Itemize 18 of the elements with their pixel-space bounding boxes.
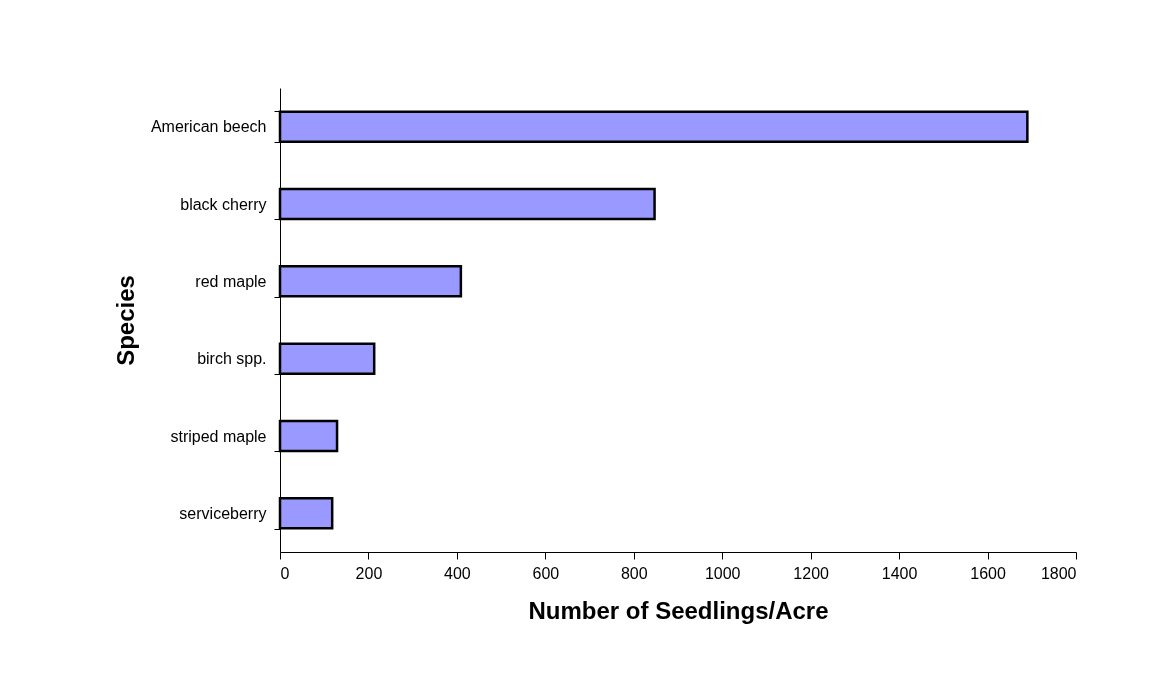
x-tick-label: 1600 — [970, 564, 1006, 582]
x-tick-label: 1400 — [881, 564, 918, 582]
y-tick-label: black cherry — [180, 195, 267, 213]
x-tick-label: 0 — [280, 564, 290, 582]
y-tick-label: American beech — [150, 118, 267, 136]
x-tick-label: 1000 — [704, 564, 741, 582]
x-tick-label: 1800 — [1040, 564, 1077, 582]
x-tick-label: 400 — [444, 564, 471, 582]
x-tick-label: 800 — [620, 564, 648, 582]
x-axis-title: Number of Seedlings/Acre — [528, 596, 829, 624]
x-tick-label: 600 — [532, 564, 560, 582]
y-tick-label: birch spp. — [197, 350, 267, 368]
y-tick-label: red maple — [195, 272, 267, 290]
y-tick-label: striped maple — [170, 427, 267, 445]
x-tick-label: 200 — [355, 564, 383, 582]
y-tick-label: serviceberry — [179, 504, 267, 522]
y-axis-title: Species — [111, 275, 139, 366]
x-tick-label: 1200 — [793, 564, 830, 582]
